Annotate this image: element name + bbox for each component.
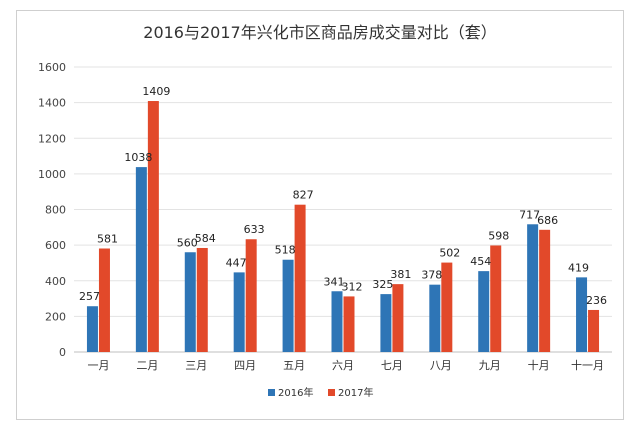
data-label: 257 (79, 290, 100, 303)
chart-title: 2016与2017年兴化市区商品房成交量对比（套） (143, 23, 496, 42)
bar (147, 101, 159, 352)
legend-swatch (328, 389, 335, 396)
y-tick-label: 1600 (38, 61, 66, 74)
y-tick-label: 1000 (38, 168, 66, 181)
y-tick-label: 800 (45, 204, 66, 217)
bar (282, 259, 294, 352)
chart-frame (16, 10, 624, 420)
x-tick-label: 一月 (87, 359, 109, 372)
data-label: 1038 (124, 151, 152, 164)
bar (233, 272, 245, 352)
legend-label: 2016年 (278, 386, 313, 399)
bar (539, 229, 551, 352)
x-tick-label: 五月 (283, 359, 305, 372)
x-tick-label: 十月 (528, 358, 550, 372)
bar (441, 262, 453, 352)
bar (380, 294, 392, 352)
y-tick-label: 400 (45, 275, 66, 288)
bar (392, 284, 404, 352)
x-tick-label: 十一月 (571, 358, 604, 372)
y-axis-ticks: 0 200 400 600 800 1000 1200 1400 1600 (38, 61, 66, 359)
y-tick-label: 1200 (38, 132, 66, 145)
data-label: 454 (470, 255, 491, 268)
y-tick-label: 1400 (38, 97, 66, 110)
bar (588, 309, 600, 352)
bar (98, 248, 110, 352)
bar (196, 247, 208, 352)
x-tick-label: 七月 (381, 359, 403, 372)
data-label: 325 (372, 278, 393, 291)
grid-lines (74, 66, 612, 353)
x-tick-label: 八月 (430, 359, 452, 372)
y-tick-label: 200 (45, 310, 66, 323)
bar (86, 306, 98, 352)
bar (331, 291, 343, 352)
data-label: 518 (275, 244, 296, 257)
x-tick-label: 四月 (234, 359, 256, 372)
data-label: 381 (390, 268, 411, 281)
bars (86, 101, 600, 352)
legend-label: 2017年 (338, 386, 373, 399)
data-label: 341 (324, 275, 345, 288)
bar (343, 296, 355, 352)
data-label: 581 (97, 233, 118, 246)
y-tick-label: 0 (59, 346, 66, 359)
data-label: 312 (342, 280, 363, 293)
bar (245, 239, 257, 352)
data-label: 447 (226, 256, 247, 269)
data-label: 633 (244, 223, 265, 236)
data-label: 236 (586, 294, 607, 307)
data-label: 1409 (142, 85, 170, 98)
x-tick-label: 二月 (136, 359, 158, 372)
legend: 2016年 2017年 (268, 386, 373, 399)
x-tick-label: 三月 (185, 359, 207, 372)
data-label: 827 (293, 189, 314, 202)
data-label: 419 (568, 261, 589, 274)
bar (576, 277, 588, 352)
y-tick-label: 600 (45, 239, 66, 252)
bar (429, 284, 441, 352)
x-axis-ticks: 一月 二月 三月 四月 五月 六月 七月 八月 九月 十月 十一月 (87, 358, 604, 372)
bar (490, 245, 502, 352)
data-label: 378 (421, 269, 442, 282)
bar (294, 204, 306, 352)
data-label: 560 (177, 236, 198, 249)
bar (478, 271, 490, 352)
data-label: 598 (488, 229, 509, 242)
x-tick-label: 六月 (332, 359, 354, 372)
bar (184, 252, 196, 352)
bar (135, 167, 147, 352)
data-label: 502 (439, 247, 460, 260)
legend-swatch (268, 389, 275, 396)
x-tick-label: 九月 (479, 359, 501, 372)
data-label: 686 (537, 214, 558, 227)
data-label: 717 (519, 208, 540, 221)
bar (527, 224, 539, 352)
data-label: 584 (195, 232, 216, 245)
